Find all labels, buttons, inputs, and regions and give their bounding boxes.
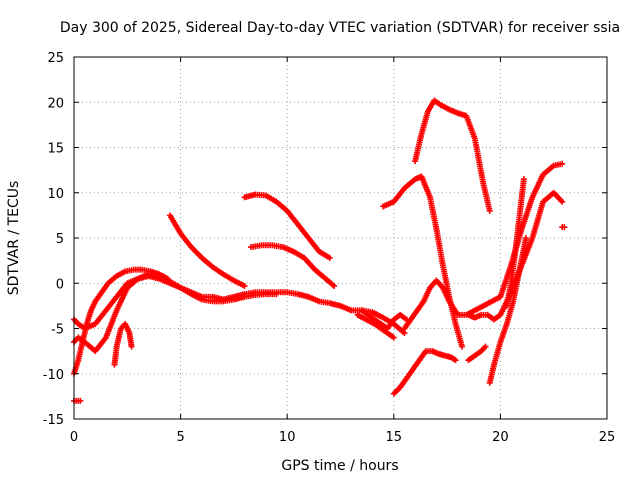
series-track-05 (111, 320, 135, 368)
data-point (128, 343, 135, 350)
y-tick-label: 5 (56, 232, 64, 247)
y-tick-label: 15 (47, 142, 64, 157)
data-point (273, 291, 280, 298)
series-track-01 (71, 397, 84, 404)
x-tick-label: 10 (279, 430, 296, 445)
series-track-08 (247, 242, 338, 289)
data-point (520, 176, 527, 183)
data-point (522, 235, 529, 241)
series-track-20 (559, 224, 568, 231)
series-track-19 (465, 343, 489, 364)
y-axis-label: SDTVAR / TECUs (6, 181, 22, 296)
data-point (331, 282, 338, 289)
data-point (459, 343, 466, 350)
x-tick-label: 0 (70, 430, 78, 445)
y-tick-label: -10 (43, 368, 64, 383)
series-track-17 (486, 235, 529, 386)
series-track-18 (503, 176, 527, 309)
data-point (77, 397, 84, 404)
x-tick-label: 15 (386, 430, 403, 445)
data-point (559, 198, 566, 205)
x-axis-label: GPS time / hours (281, 458, 398, 474)
data-point (561, 224, 568, 231)
series-track-04 (71, 266, 171, 377)
y-tick-label: 25 (47, 51, 64, 66)
series-track-03 (71, 271, 280, 355)
y-tick-label: -5 (51, 323, 64, 338)
x-tick-label: 20 (492, 430, 509, 445)
data-point (241, 282, 248, 289)
data-point (164, 275, 171, 282)
series-track-12 (412, 97, 493, 214)
y-tick-label: -15 (43, 413, 64, 428)
series-track-09 (358, 307, 410, 332)
series-track-13 (390, 348, 459, 397)
series-track-14 (401, 277, 461, 332)
data-point (559, 160, 566, 167)
series-track-06 (166, 212, 248, 289)
y-tick-label: 10 (47, 187, 64, 202)
y-axis-ticks: -15 -10 -5 0 5 10 15 20 25 (43, 51, 607, 428)
data-point (486, 207, 493, 214)
data-point (326, 254, 333, 261)
data-point (390, 334, 397, 341)
y-tick-label: 0 (56, 277, 64, 292)
chart-title: Day 300 of 2025, Sidereal Day-to-day VTE… (60, 20, 620, 36)
data-point (452, 357, 459, 364)
series-track-07 (241, 191, 333, 261)
data-point (482, 343, 489, 350)
x-tick-label: 25 (599, 430, 616, 445)
y-tick-label: 20 (47, 96, 64, 111)
series-track-10 (354, 311, 397, 341)
x-axis-ticks: 0 5 10 15 20 25 (70, 57, 615, 445)
x-tick-label: 5 (176, 430, 184, 445)
data-points (71, 97, 568, 404)
series-track-11 (380, 173, 466, 350)
